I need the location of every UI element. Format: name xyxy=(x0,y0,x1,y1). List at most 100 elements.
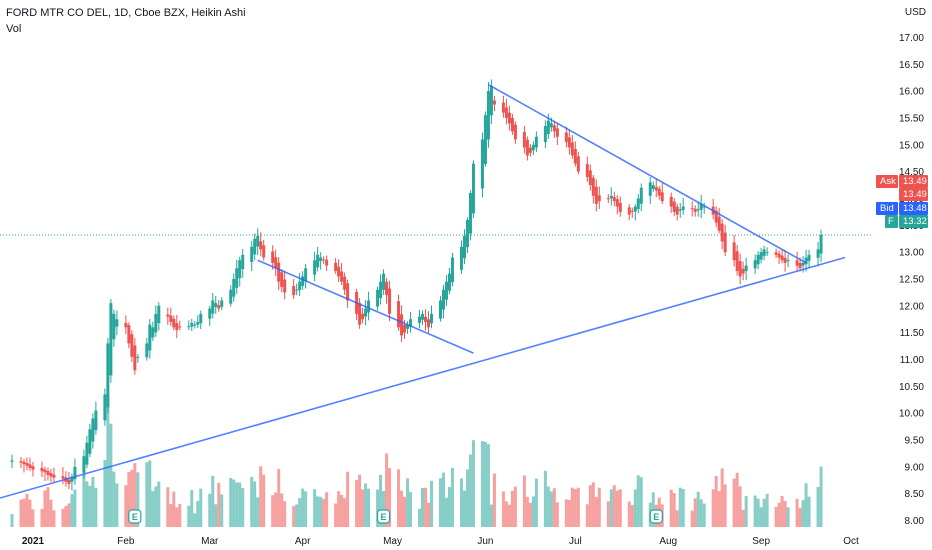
volume-bar xyxy=(238,482,242,527)
volume-bar xyxy=(196,500,200,527)
volume-bar xyxy=(133,463,137,527)
volume-bar xyxy=(633,489,637,527)
candle-body xyxy=(720,223,724,242)
volume-bar xyxy=(43,490,47,527)
price-tick-label: 8.00 xyxy=(905,516,925,527)
chart-title: FORD MTR CO DEL, 1D, Cboe BZX, Heikin As… xyxy=(6,7,246,19)
candle-body xyxy=(367,300,371,313)
volume-bar xyxy=(421,487,425,527)
candle-body xyxy=(762,249,766,256)
candle-body xyxy=(504,107,508,118)
volume-bar xyxy=(741,509,745,527)
candle-body xyxy=(130,334,134,357)
volume-bar xyxy=(19,499,23,527)
volume-bar xyxy=(154,486,158,527)
candle-body xyxy=(214,303,218,308)
candle-body xyxy=(316,254,320,268)
volume-bar xyxy=(780,495,784,527)
time-tick-label: Feb xyxy=(117,536,135,547)
ask-value-tag: 13.49 xyxy=(899,175,928,188)
volume-bar xyxy=(319,496,323,527)
earnings-badge xyxy=(128,509,142,524)
candle-body xyxy=(304,268,308,282)
candle-body xyxy=(133,345,137,371)
volume-bar xyxy=(447,486,451,527)
volume-bar xyxy=(322,498,326,527)
volume-bar xyxy=(525,496,529,527)
volume-bar xyxy=(109,423,113,527)
volume-bar xyxy=(211,475,215,527)
volume-bar xyxy=(199,488,203,527)
volume-bar xyxy=(570,487,574,527)
volume-bar xyxy=(253,481,257,527)
volume-bar xyxy=(693,498,697,527)
price-axis[interactable]: 8.00 8.50 9.00 9.50 10.00 10.50 11.00 11.50 12.0… xyxy=(899,33,924,527)
candle-body xyxy=(199,313,203,324)
candle-body xyxy=(277,262,281,282)
volume-bar xyxy=(465,469,469,527)
volume-bar xyxy=(489,504,493,527)
candle-body xyxy=(85,442,89,465)
candle-body xyxy=(31,466,35,470)
volume-bar xyxy=(220,494,224,527)
volume-bar xyxy=(576,487,580,527)
candle-body xyxy=(609,195,613,199)
candle-body xyxy=(816,249,820,258)
candle-body xyxy=(172,318,176,328)
candle-body xyxy=(409,319,413,327)
candle-body xyxy=(274,257,278,269)
volume-bar xyxy=(292,505,296,527)
candle-body xyxy=(468,193,472,234)
volume-bar xyxy=(274,492,278,527)
volume-bar xyxy=(615,490,619,527)
candle-body xyxy=(427,319,431,328)
candle-body xyxy=(576,156,580,172)
candle-body xyxy=(681,206,685,210)
candle-body xyxy=(208,308,212,319)
candle-body xyxy=(46,470,50,475)
volume-bar xyxy=(91,476,95,527)
trendline xyxy=(488,83,807,264)
volume-bar xyxy=(235,482,239,527)
candle-body xyxy=(103,394,107,421)
price-tick-label: 10.00 xyxy=(899,409,924,420)
trendlines[interactable] xyxy=(0,83,846,499)
candle-body xyxy=(91,418,95,442)
candle-body xyxy=(406,324,410,329)
volume-bar xyxy=(397,469,401,527)
candle-body xyxy=(615,199,619,207)
candle-body xyxy=(325,259,329,266)
candle-body xyxy=(28,464,32,468)
earnings-marker: E xyxy=(649,509,663,524)
price-tick-label: 16.00 xyxy=(899,87,924,98)
candle-body xyxy=(801,262,805,266)
price-tick-label: 9.00 xyxy=(905,462,925,473)
volume-bar xyxy=(774,506,778,527)
candle-body xyxy=(675,206,679,215)
candle-body xyxy=(169,315,173,322)
volume-bar xyxy=(256,497,260,527)
volume-bar xyxy=(430,480,434,527)
candle-body xyxy=(501,102,505,113)
time-axis[interactable]: 2021 Feb Mar Apr May Jun Jul Aug Sep Oct xyxy=(22,536,859,547)
currency-label[interactable]: USD xyxy=(904,7,926,18)
volume-bar xyxy=(462,490,466,527)
volume-bar xyxy=(67,503,71,527)
candle-body xyxy=(486,91,490,140)
volume-bar xyxy=(492,473,496,527)
volume-bar xyxy=(609,489,613,527)
volume-bar xyxy=(130,469,134,527)
price-tick-label: 8.50 xyxy=(905,489,925,500)
volume-bar xyxy=(175,507,179,527)
price-tick-label: 12.00 xyxy=(899,301,924,312)
volume-bar xyxy=(283,501,287,527)
volume-bar xyxy=(337,491,341,527)
candle-body xyxy=(250,246,254,262)
candle-body xyxy=(10,460,14,462)
volume-bar xyxy=(151,491,155,527)
volume-bar xyxy=(94,488,98,527)
volume-bar xyxy=(513,486,517,527)
volume-bar xyxy=(528,502,532,527)
